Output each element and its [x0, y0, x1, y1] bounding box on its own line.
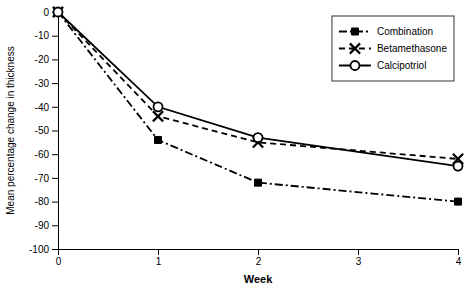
tick-label: -90: [35, 220, 50, 231]
tick-mark: [52, 83, 58, 84]
marker: [455, 198, 462, 205]
legend-marker-group: [351, 28, 358, 35]
marker: [53, 7, 62, 16]
legend-box: [332, 16, 454, 81]
tick-mark: [458, 249, 459, 255]
tick: -100: [29, 244, 58, 255]
tick: -80: [35, 196, 58, 207]
legend-swatch: [339, 43, 371, 53]
tick: -10: [35, 30, 58, 41]
marker-group: [455, 198, 462, 205]
marker: [153, 111, 163, 121]
marker-group: [153, 111, 163, 121]
tick-label: -50: [35, 125, 50, 136]
series-line: [58, 12, 458, 166]
legend-marker-group: [350, 61, 359, 70]
tick-mark: [258, 249, 259, 255]
marker-group: [253, 133, 262, 142]
legend-marker: [350, 43, 360, 53]
axis-domain: [52, 13, 59, 250]
tick-label: -80: [35, 196, 50, 207]
tick-mark: [52, 178, 58, 179]
y-axis: 0 -10 -20 -30 -40 -50 -60 -70 -80 -90 -100: [29, 7, 59, 255]
y-axis-title: Mean percentage change in thickness: [5, 46, 16, 214]
tick-label: 3: [356, 256, 362, 267]
tick: -60: [35, 149, 58, 160]
tick-mark: [52, 59, 58, 60]
tick: -50: [35, 125, 58, 136]
legend-swatch: [339, 61, 371, 70]
marker-group: [453, 162, 462, 171]
tick-label: -100: [29, 244, 49, 255]
tick-mark: [358, 249, 359, 255]
tick: 2: [256, 249, 262, 267]
tick-label: 2: [256, 256, 262, 267]
series-group: [53, 7, 463, 205]
marker: [253, 133, 262, 142]
tick-mark: [52, 131, 58, 132]
x-axis-title: Week: [244, 273, 273, 285]
tick: -90: [35, 220, 58, 231]
tick-label: 0: [43, 7, 49, 18]
plot: 0 1 2 3 4 0 -10 -20 -30 -40 -50 -60 -70 -80 -90 -100 Com…: [29, 7, 463, 267]
marker: [153, 102, 162, 111]
legend-swatch: [339, 28, 371, 35]
legend-marker-group: [350, 43, 360, 53]
x-axis: 0 1 2 3 4: [56, 249, 462, 267]
legend-label: Calcipotriol: [377, 60, 426, 71]
tick-label: 4: [456, 256, 462, 267]
series-line: [58, 12, 458, 159]
marker: [53, 7, 63, 17]
marker-group: [53, 7, 63, 17]
tick: -30: [35, 78, 58, 89]
tick-mark: [158, 249, 159, 255]
tick-label: -70: [35, 173, 50, 184]
tick-label: -10: [35, 30, 50, 41]
marker-group: [53, 7, 62, 16]
tick: -20: [35, 54, 58, 65]
legend-label: Betamethasone: [377, 43, 447, 54]
tick-mark: [52, 249, 58, 250]
marker-group: [155, 136, 162, 143]
marker: [155, 136, 162, 143]
legend-marker: [351, 28, 358, 35]
series-line: [58, 12, 458, 202]
tick-mark: [52, 36, 58, 37]
chart: 0 1 2 3 4 0 -10 -20 -30 -40 -50 -60 -70 -80 -90 -100 Com…: [0, 0, 474, 289]
tick: 1: [156, 249, 162, 267]
tick-label: 1: [156, 256, 162, 267]
marker: [255, 179, 262, 186]
marker-group: [153, 102, 162, 111]
legend-label: Combination: [377, 26, 433, 37]
tick-mark: [52, 225, 58, 226]
tick-mark: [52, 154, 58, 155]
tick-mark: [52, 202, 58, 203]
marker: [453, 162, 462, 171]
tick: 0: [56, 249, 62, 267]
axis-domain: [59, 250, 459, 256]
tick-label: -40: [35, 102, 50, 113]
tick: -40: [35, 102, 58, 113]
tick: 4: [456, 249, 462, 267]
tick-label: -30: [35, 78, 50, 89]
tick-label: -60: [35, 149, 50, 160]
legend-marker: [350, 61, 359, 70]
tick: -70: [35, 173, 58, 184]
tick-label: 0: [56, 256, 62, 267]
marker-group: [255, 179, 262, 186]
legend: Combination Betamethasone Calcipotriol: [332, 16, 454, 81]
tick: 3: [356, 249, 362, 267]
tick-label: -20: [35, 54, 50, 65]
tick-mark: [52, 107, 58, 108]
